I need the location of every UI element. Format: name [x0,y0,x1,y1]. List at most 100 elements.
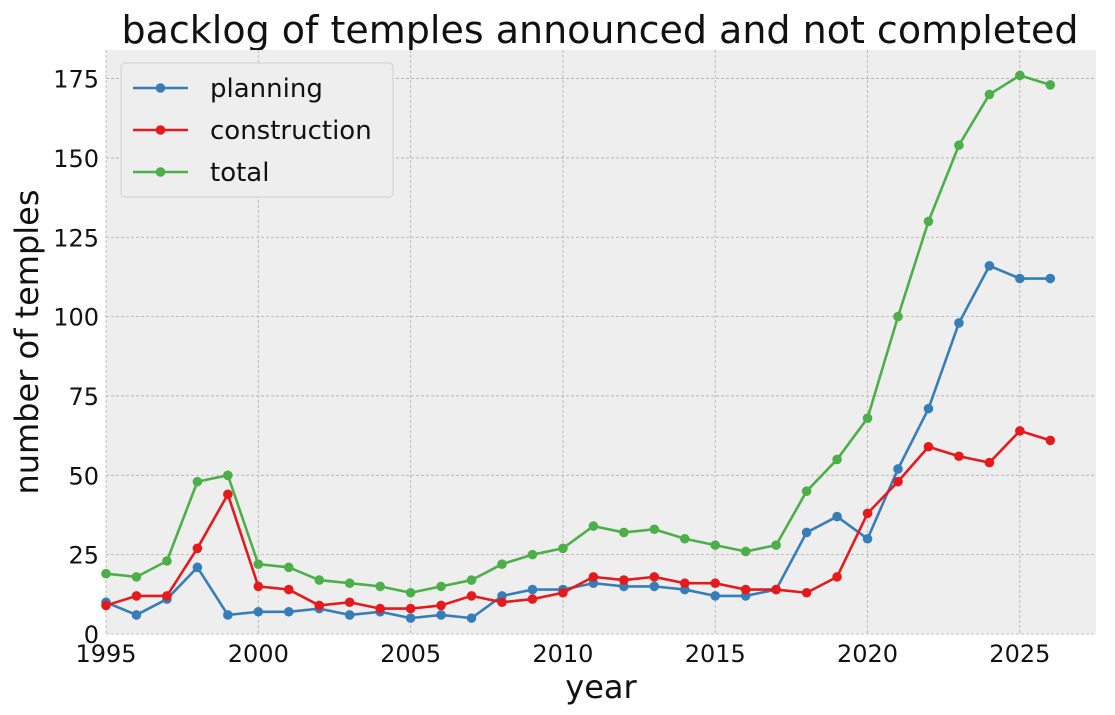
data-point-planning [954,318,964,328]
data-point-total [283,562,294,573]
data-point-total [984,89,995,100]
data-point-total [344,578,355,589]
data-point-construction [740,584,751,595]
data-point-construction [984,457,995,468]
data-point-total [527,549,538,560]
data-point-construction [101,600,111,611]
data-point-total [1045,80,1056,90]
data-point-planning [344,610,355,620]
data-point-construction [588,572,599,582]
data-point-construction [1045,435,1056,446]
data-point-total [619,527,629,538]
data-point-total [771,540,781,550]
data-point-total [375,581,385,592]
data-point-construction [649,572,660,582]
legend-marker-construction [155,125,166,135]
data-point-construction [466,591,477,601]
data-point-total [801,486,812,496]
y-tick-label: 125 [53,224,99,252]
series-line-construction [105,429,1051,610]
data-point-planning [649,581,660,592]
y-tick-label: 175 [53,66,99,94]
data-point-planning [131,610,142,620]
data-point-total [679,533,690,544]
legend: planning construction total [120,62,394,198]
data-point-total [893,311,903,322]
series-group [101,70,1056,623]
data-point-total [101,568,111,579]
y-tick-label: 25 [68,542,99,570]
data-point-total [740,546,751,557]
data-point-construction [771,584,781,595]
data-point-construction [162,591,172,601]
series-line-planning [105,264,1051,620]
data-point-construction [253,581,264,592]
data-point-total [405,587,416,598]
data-point-total [649,524,660,535]
data-point-total [558,543,568,554]
data-point-total [162,556,172,566]
grid [105,50,1096,635]
data-point-construction [283,584,294,595]
data-point-construction [344,597,355,608]
legend-label-total: total [210,158,269,188]
x-axis-label: year [565,668,637,706]
y-tick-label: 150 [53,145,99,173]
data-point-total [497,559,507,569]
data-point-planning [436,610,446,620]
data-point-construction [801,587,812,598]
data-point-construction [192,543,203,554]
y-tick-label: 50 [68,462,99,490]
data-point-total [588,521,599,531]
data-point-total [436,581,446,592]
data-point-total [832,454,842,465]
data-point-planning [223,610,233,620]
data-point-planning [984,261,995,271]
data-point-construction [679,578,690,589]
data-point-construction [497,597,507,608]
data-point-planning [923,403,934,414]
data-point-construction [954,451,964,462]
data-point-construction [862,508,873,519]
data-point-total [192,476,203,487]
data-point-total [223,470,233,481]
data-point-planning [466,613,477,623]
data-point-total [923,216,934,227]
data-point-construction [527,594,538,604]
data-point-planning [1045,273,1056,284]
data-point-construction [436,600,446,611]
legend-label-planning: planning [210,74,323,104]
data-point-construction [405,603,416,614]
data-point-planning [710,591,721,601]
data-point-construction [1015,426,1025,436]
series-total [101,70,1056,598]
chart-title: backlog of temples announced and not com… [121,8,1078,52]
data-point-planning [283,606,294,617]
y-tick-label: 75 [68,383,99,411]
data-point-planning [405,613,416,623]
data-point-total [954,140,964,151]
legend-box [120,62,394,198]
data-point-planning [801,527,812,538]
data-point-total [131,572,142,582]
data-point-planning [192,562,203,573]
data-point-planning [527,584,538,595]
ticks-group: 1995 2000 2005 2010 2015 2020 2025 0 25 50 75 100 12… [53,66,1050,668]
data-point-construction [223,489,233,500]
data-point-total [466,575,477,585]
data-point-construction [832,572,842,582]
data-point-planning [862,533,873,544]
data-point-construction [710,578,721,589]
x-tick-label: 2010 [532,640,593,668]
data-point-construction [558,587,568,598]
data-point-total [710,540,721,550]
legend-marker-planning [155,83,166,93]
y-tick-label: 0 [84,621,99,649]
legend-marker-total [155,167,166,177]
x-tick-label: 2020 [837,640,898,668]
data-point-planning [893,464,903,474]
x-tick-label: 2000 [228,640,289,668]
data-point-total [314,575,325,585]
data-point-planning [253,606,264,617]
data-point-construction [893,476,903,487]
